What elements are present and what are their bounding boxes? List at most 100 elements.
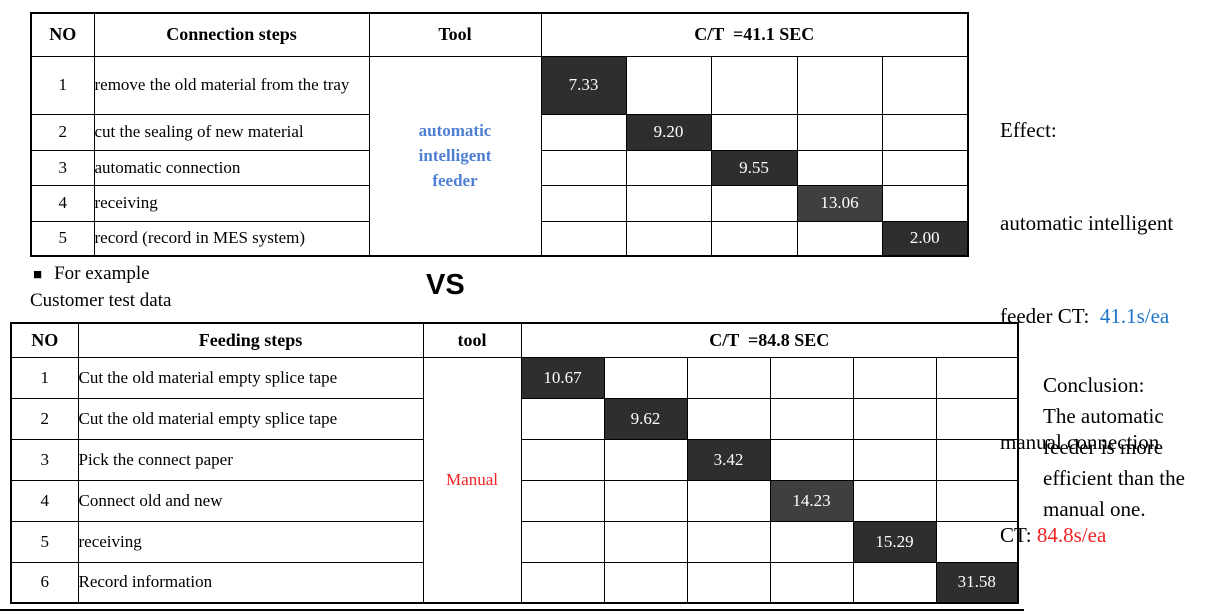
vs-label: VS (426, 269, 465, 301)
effect-auto-line: automatic intelligent (1000, 211, 1174, 235)
ct-empty-cell (540, 113, 627, 151)
ct-empty-cell (769, 520, 854, 563)
ct-empty-cell (710, 113, 798, 151)
ct-empty-cell (796, 55, 883, 115)
ct-empty-cell (520, 438, 605, 481)
ct-empty-cell (686, 356, 771, 399)
step-label: Cut the old material empty splice tape (77, 356, 424, 399)
effect-manual-ct-value: 84.8s/ea (1036, 523, 1107, 547)
header-tool: Tool (368, 12, 542, 57)
header-feeding-steps: Feeding steps (77, 322, 424, 358)
ct-empty-cell (603, 438, 688, 481)
auto-feeder-table: NO Connection steps Tool C/T =41.1 SEC 1… (30, 12, 970, 257)
ct-empty-cell (852, 356, 937, 399)
table-row: 4 Connect old and new 14.23 (10, 479, 1019, 522)
row-number: 1 (30, 55, 95, 115)
ct-empty-cell (935, 520, 1019, 563)
ct-empty-cell (881, 149, 969, 186)
ct-value-cell: 2.00 (881, 220, 969, 257)
conclusion-line: The automatic (1043, 404, 1164, 428)
ct-empty-cell (625, 55, 712, 115)
ct-empty-cell (603, 356, 688, 399)
ct-empty-cell (540, 220, 627, 257)
ct-empty-cell (769, 561, 854, 604)
table-row: 5 receiving 15.29 (10, 520, 1019, 563)
row-number: 2 (30, 113, 95, 151)
tool-label-manual: Manual (422, 356, 522, 604)
ct-empty-cell (540, 149, 627, 186)
ct-empty-cell (625, 220, 712, 257)
header-ct-total: C/T =84.8 SEC (520, 322, 1019, 358)
ct-empty-cell (852, 438, 937, 481)
table-row: 5 record (record in MES system) 2.00 (30, 220, 969, 257)
ct-empty-cell (935, 438, 1019, 481)
ct-value-cell: 9.20 (625, 113, 712, 151)
ct-empty-cell (769, 356, 854, 399)
ct-empty-cell (881, 184, 969, 222)
ct-empty-cell (520, 561, 605, 604)
conclusion-line: efficient than the (1043, 466, 1185, 490)
row-number: 5 (10, 520, 79, 563)
conclusion-title: Conclusion: (1043, 373, 1145, 397)
example-note: ■ For example Customer test data (30, 261, 171, 313)
row-number: 2 (10, 397, 79, 440)
ct-value-cell: 10.67 (520, 356, 605, 399)
square-bullet-icon: ■ (33, 267, 43, 283)
step-label: record (record in MES system) (93, 220, 370, 257)
step-label: receiving (93, 184, 370, 222)
header-tool: tool (422, 322, 522, 358)
step-label: cut the sealing of new material (93, 113, 370, 151)
ct-empty-cell (603, 520, 688, 563)
ct-empty-cell (935, 479, 1019, 522)
note-line-2: Customer test data (30, 290, 172, 311)
ct-empty-cell (852, 397, 937, 440)
step-label: Pick the connect paper (77, 438, 424, 481)
step-label: automatic connection (93, 149, 370, 186)
header-no: NO (30, 12, 95, 57)
row-number: 4 (30, 184, 95, 222)
ct-empty-cell (603, 561, 688, 604)
ct-value-cell: 31.58 (935, 561, 1019, 604)
ct-empty-cell (686, 397, 771, 440)
header-connection-steps: Connection steps (93, 12, 370, 57)
effect-auto-ct-line: feeder CT: 41.1s/ea (1000, 301, 1173, 332)
ct-empty-cell (625, 149, 712, 186)
ct-empty-cell (935, 397, 1019, 440)
effect-title: Effect: (1000, 118, 1057, 142)
ct-empty-cell (625, 184, 712, 222)
manual-feeding-table: NO Feeding steps tool C/T =84.8 SEC 1 Cu… (10, 322, 1020, 604)
row-number: 3 (10, 438, 79, 481)
effect-annotation: Effect: automatic intelligent feeder CT:… (1000, 53, 1173, 613)
ct-value-cell: 9.55 (710, 149, 798, 186)
ct-value-cell: 13.06 (796, 184, 883, 222)
ct-empty-cell (603, 479, 688, 522)
table-row: 6 Record information 31.58 (10, 561, 1019, 604)
conclusion-line: feeder is more (1043, 435, 1164, 459)
tool-label-automatic-feeder: automatic intelligent feeder (368, 55, 542, 257)
note-line-1: ■ For example (30, 261, 171, 288)
ct-empty-cell (710, 184, 798, 222)
ct-empty-cell (686, 520, 771, 563)
conclusion-annotation: Conclusion: The automatic feeder is more… (1043, 370, 1185, 525)
ct-empty-cell (852, 479, 937, 522)
ct-empty-cell (540, 184, 627, 222)
table-header-row: NO Connection steps Tool C/T =41.1 SEC (30, 12, 969, 57)
row-number: 1 (10, 356, 79, 399)
conclusion-line: manual one. (1043, 497, 1146, 521)
ct-empty-cell (769, 397, 854, 440)
ct-empty-cell (710, 55, 798, 115)
effect-auto-ct-value: 41.1s/ea (1099, 304, 1170, 328)
ct-value-cell: 3.42 (686, 438, 771, 481)
step-label: remove the old material from the tray (93, 55, 370, 115)
table-row: 1 remove the old material from the tray … (30, 55, 969, 257)
ct-value-cell: 14.23 (769, 479, 854, 522)
row-number: 5 (30, 220, 95, 257)
ct-empty-cell (520, 397, 605, 440)
ct-value-cell: 15.29 (852, 520, 937, 563)
ct-value-cell: 9.62 (603, 397, 688, 440)
step-label: Connect old and new (77, 479, 424, 522)
ct-empty-cell (881, 55, 969, 115)
table-row: 1 Cut the old material empty splice tape… (10, 356, 1019, 604)
ct-empty-cell (881, 113, 969, 151)
row-number: 4 (10, 479, 79, 522)
